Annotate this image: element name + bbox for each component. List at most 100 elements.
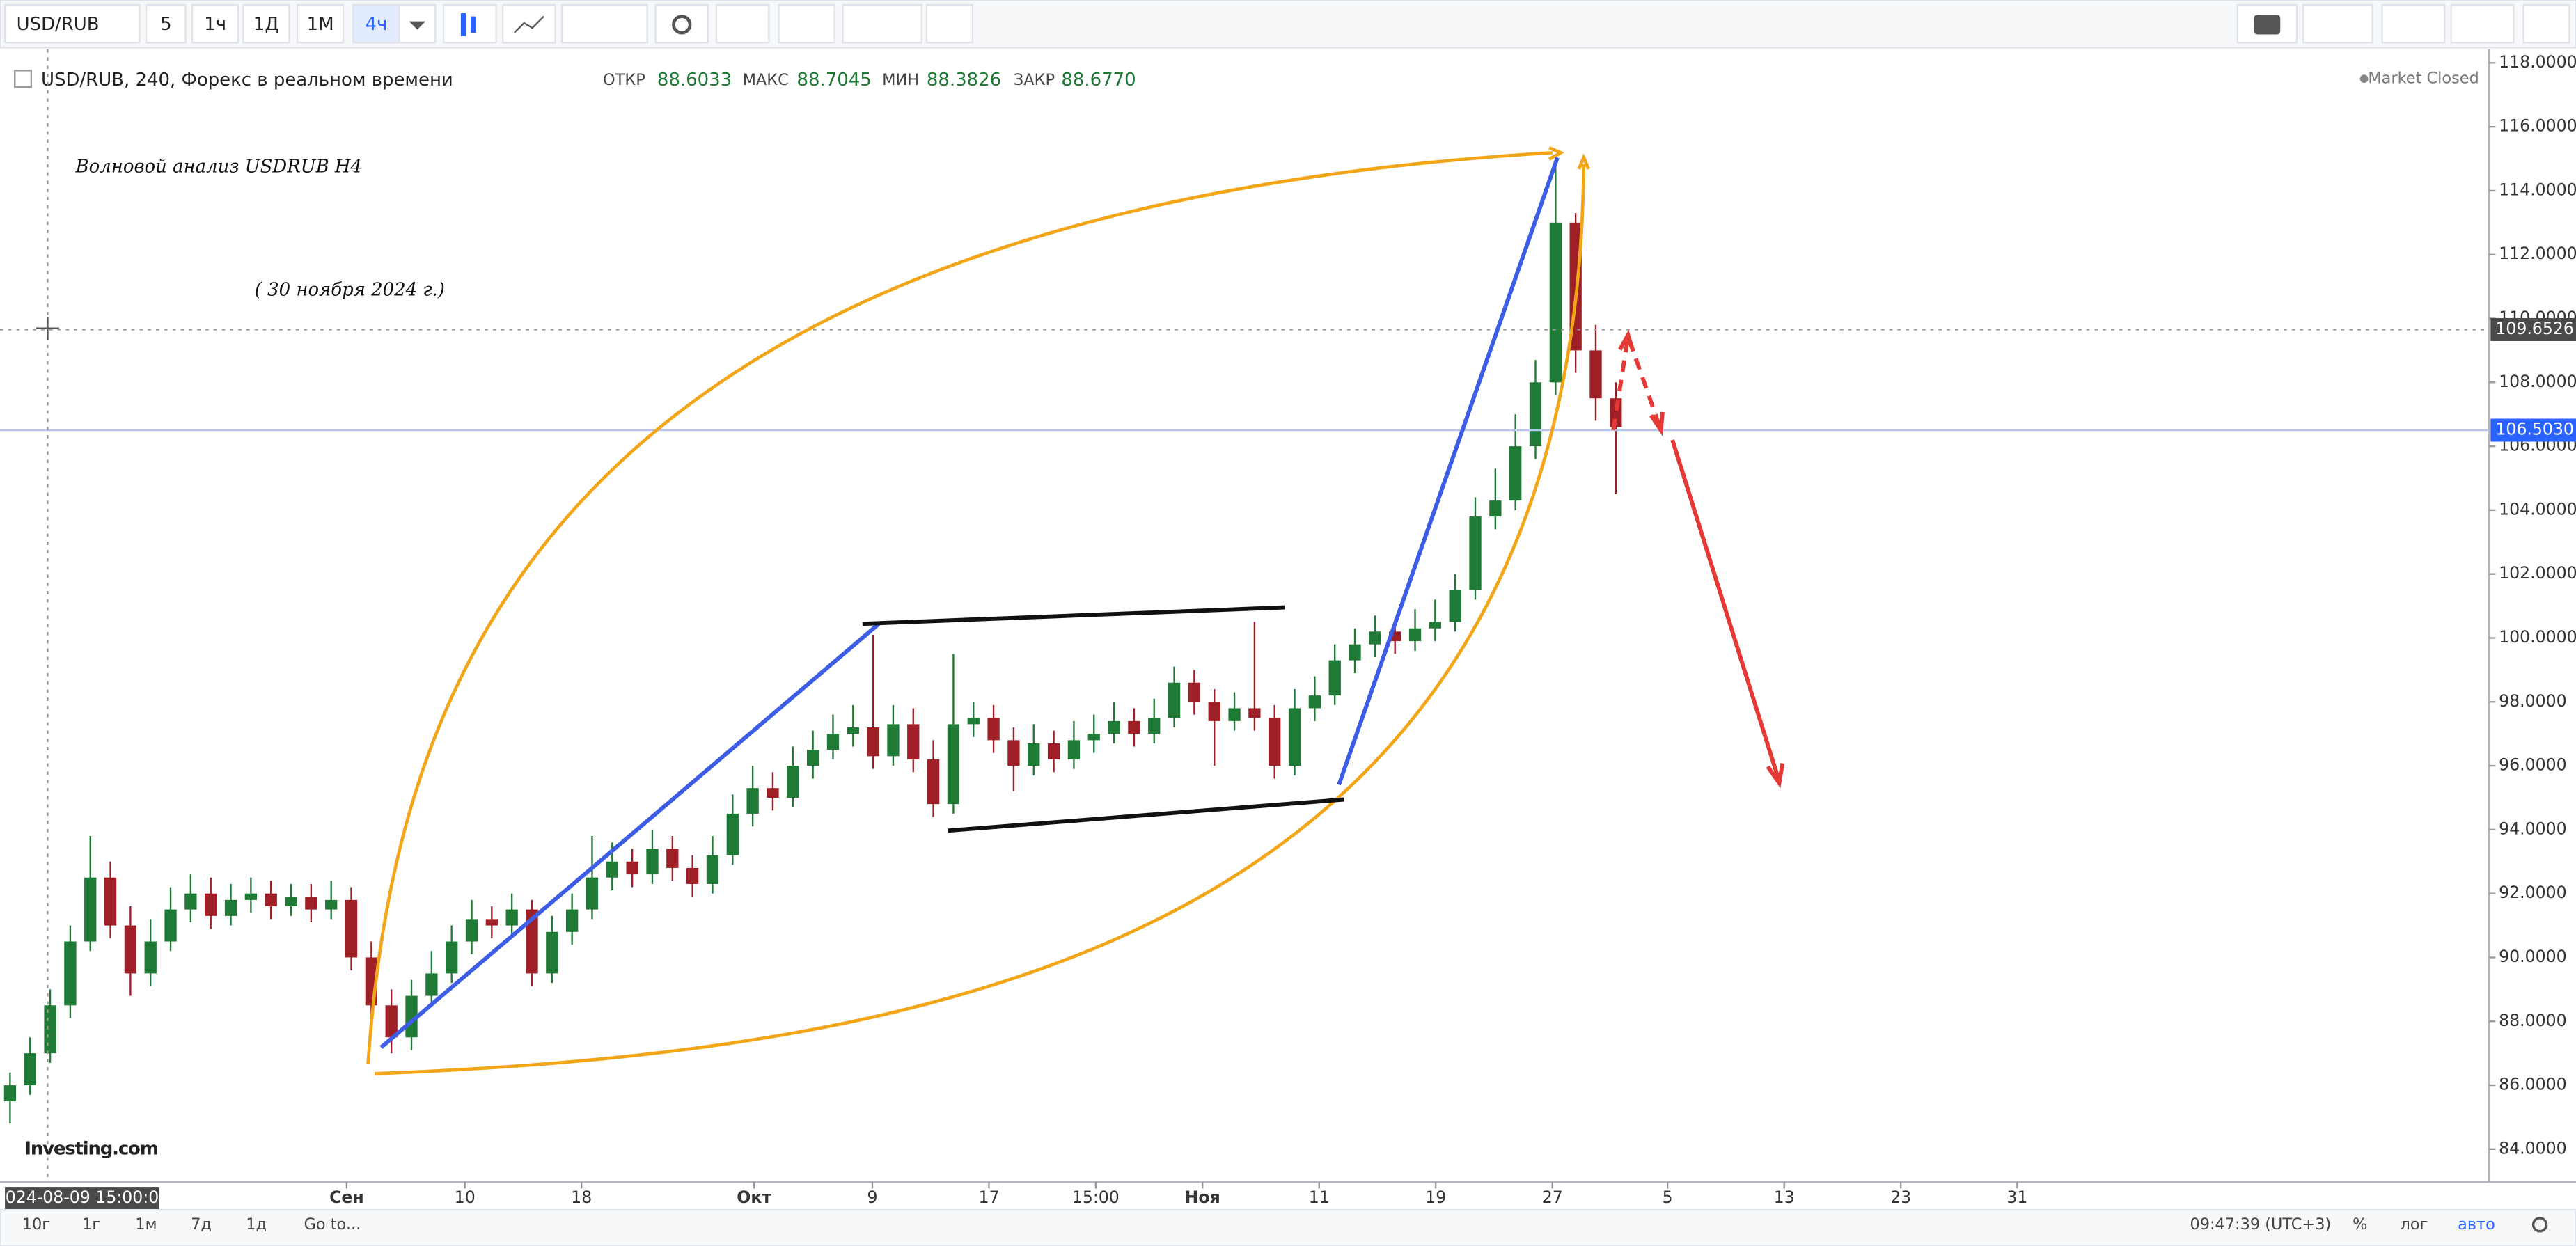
candle-body xyxy=(867,727,879,757)
interval-button[interactable] xyxy=(352,3,400,44)
bottom-bar xyxy=(0,1208,2576,1246)
x-tick-label: 17 xyxy=(978,1188,999,1207)
interval-label[interactable]: 4ч xyxy=(365,14,387,35)
candle-body xyxy=(1128,720,1140,734)
candle-body xyxy=(104,877,117,926)
settings-button[interactable] xyxy=(654,3,709,44)
candle-body xyxy=(666,849,679,868)
legend-open: 88.6033 xyxy=(657,70,732,90)
candle-body xyxy=(265,893,277,907)
y-tick-label: 86.0000 xyxy=(2499,1075,2567,1094)
candle-body xyxy=(887,724,900,757)
drawings xyxy=(366,146,1785,1075)
symbol[interactable]: USD/RUB xyxy=(17,14,100,35)
logo: Investing.com xyxy=(24,1138,157,1159)
interval-button[interactable] xyxy=(145,3,187,44)
compare-button[interactable] xyxy=(560,3,648,44)
goto[interactable]: Go to... xyxy=(304,1215,361,1233)
candle-body xyxy=(1449,590,1461,622)
interval-label[interactable]: 1Д xyxy=(253,14,279,35)
interval-label[interactable]: 1ч xyxy=(204,14,226,35)
studies-button[interactable] xyxy=(715,3,770,44)
candle-body xyxy=(1469,516,1482,590)
interval-label[interactable]: 1М xyxy=(307,14,334,35)
blue-line-2 xyxy=(1337,157,1560,786)
orange-arrow-top xyxy=(1548,146,1564,161)
undo-redo[interactable] xyxy=(842,3,922,44)
collapse-icon[interactable] xyxy=(14,70,33,88)
legend-close-label: ЗАКР xyxy=(1014,71,1055,89)
log-toggle[interactable]: лог xyxy=(2401,1215,2428,1233)
alert-button[interactable] xyxy=(925,3,974,44)
indicator-button[interactable] xyxy=(501,3,556,44)
candle-body xyxy=(505,909,518,926)
x-tick-label: 11 xyxy=(1309,1188,1330,1207)
candle-body xyxy=(987,718,1000,741)
y-tick-label: 96.0000 xyxy=(2499,755,2567,775)
candle-body xyxy=(24,1053,36,1086)
candle-body xyxy=(1148,718,1161,734)
legend-low: 88.3826 xyxy=(927,70,1001,90)
camera-icon xyxy=(2254,15,2281,35)
candle-body xyxy=(686,867,699,884)
auto-toggle[interactable]: авто xyxy=(2458,1215,2495,1233)
candle-body xyxy=(325,899,338,910)
candle-body xyxy=(1408,628,1422,642)
candle-body xyxy=(1308,695,1321,709)
x-tick-label: 10 xyxy=(455,1188,476,1207)
legend-close: 88.6770 xyxy=(1061,70,1136,90)
x-tick-label: 18 xyxy=(571,1188,592,1207)
candle-body xyxy=(927,759,940,805)
x-tick-label: 9 xyxy=(867,1188,877,1207)
crosshair-time-tag xyxy=(5,1187,159,1210)
candle-body xyxy=(1047,743,1060,759)
interval-button[interactable] xyxy=(242,3,290,44)
template-button[interactable] xyxy=(2302,3,2373,44)
candle-body xyxy=(1369,631,1381,645)
axis-settings[interactable] xyxy=(2531,1217,2548,1233)
interval-label[interactable]: 5 xyxy=(160,14,172,35)
channel-bottom xyxy=(948,797,1344,833)
interval-button[interactable] xyxy=(296,3,345,44)
percent-toggle[interactable]: % xyxy=(2353,1215,2367,1233)
x-tick-label: 5 xyxy=(1663,1188,1673,1207)
crosshair-price-tag xyxy=(2490,317,2576,341)
x-tick-label: Окт xyxy=(737,1188,771,1207)
candle-body xyxy=(1228,708,1241,721)
cloud-save[interactable] xyxy=(2450,3,2515,44)
candle-body xyxy=(3,1085,17,1102)
candle-body xyxy=(847,727,859,734)
y-tick-label: 98.0000 xyxy=(2499,691,2567,711)
crosshair-time: 2024-08-09 15:00:00 xyxy=(0,1188,169,1207)
candle-body xyxy=(144,941,157,974)
candle-body xyxy=(787,766,799,798)
candle-body xyxy=(1208,702,1220,721)
range-button[interactable]: 10г xyxy=(22,1215,50,1233)
candle-body xyxy=(405,995,418,1038)
indicator-icon xyxy=(513,15,544,34)
dropdown-icon xyxy=(409,21,426,30)
crosshair-price: 109.6526 xyxy=(2495,319,2574,338)
fullscreen-button[interactable] xyxy=(2522,3,2570,44)
range-button[interactable]: 7д xyxy=(191,1215,212,1233)
x-tick-label: 19 xyxy=(1425,1188,1446,1207)
y-tick-label: 108.0000 xyxy=(2499,372,2576,391)
candle-body xyxy=(826,734,840,750)
range-button[interactable]: 1м xyxy=(135,1215,157,1233)
cloud-load[interactable] xyxy=(2381,3,2446,44)
candles-button[interactable] xyxy=(442,3,497,44)
toolbar: USD/RUB 5 1ч 1Д 1М 4ч xyxy=(0,0,2576,49)
symbol-box[interactable] xyxy=(3,3,141,44)
range-button[interactable]: 1г xyxy=(82,1215,100,1233)
balance-button[interactable] xyxy=(778,3,835,44)
range-button[interactable]: 1д xyxy=(246,1215,267,1233)
status-dot xyxy=(2359,74,2369,84)
candle-body xyxy=(1429,622,1442,629)
candles-icon xyxy=(460,13,476,36)
legend-open-label: ОТКР xyxy=(603,71,645,89)
candle-body xyxy=(1269,718,1281,766)
interval-button[interactable] xyxy=(191,3,239,44)
red-dashed-path xyxy=(1611,336,1663,431)
candle-body xyxy=(84,877,97,942)
